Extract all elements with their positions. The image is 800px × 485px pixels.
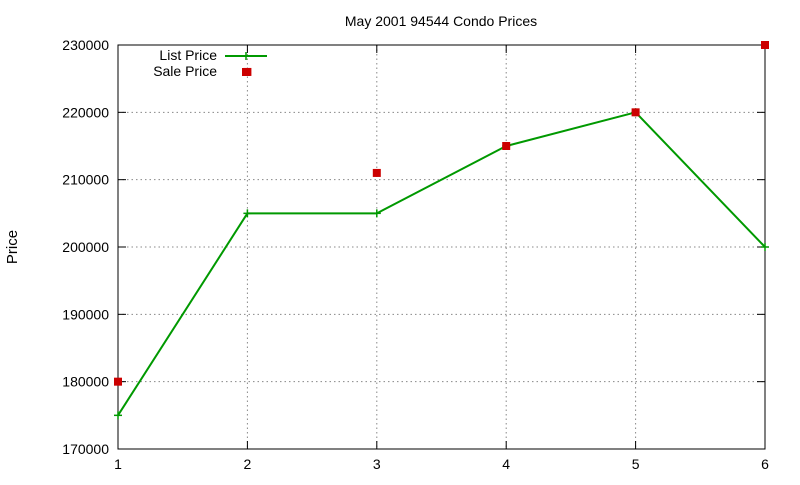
series-line	[117, 111, 766, 416]
x-tick-label: 5	[632, 456, 640, 472]
y-tick-label: 200000	[62, 239, 109, 255]
y-tick-label: 230000	[62, 37, 109, 53]
data-point-square	[114, 377, 122, 386]
chart-title: May 2001 94544 Condo Prices	[345, 13, 537, 29]
y-tick-label: 170000	[62, 441, 109, 457]
legend-marker-list-price	[242, 52, 250, 60]
data-point-square	[502, 142, 511, 150]
legend-marker-sale-price	[242, 68, 250, 76]
y-tick-label: 220000	[62, 104, 109, 120]
y-tick-label: 210000	[62, 172, 109, 188]
x-tick-label: 2	[244, 456, 252, 472]
series-layer	[114, 41, 769, 420]
data-point-cross	[243, 209, 252, 218]
x-tick-label: 3	[373, 456, 381, 472]
tick-marks	[117, 44, 766, 450]
legend-label-list-price: List Price	[159, 47, 217, 63]
data-point-cross	[114, 411, 122, 420]
data-point-cross	[761, 243, 769, 251]
x-tick-label: 1	[114, 456, 122, 472]
y-tick-label: 190000	[62, 306, 109, 322]
legend: List Price Sale Price	[153, 47, 267, 79]
data-point-square	[372, 168, 381, 177]
series-sale-price	[114, 41, 769, 386]
x-tick-label: 6	[761, 456, 769, 472]
y-tick-label: 180000	[62, 374, 109, 390]
x-tick-label: 4	[502, 456, 510, 472]
legend-label-sale-price: Sale Price	[153, 63, 217, 79]
data-point-square	[761, 41, 769, 49]
data-point-cross	[372, 209, 381, 218]
y-tick-labels: 170000 180000 190000 200000 210000 220000 2300…	[62, 37, 109, 457]
data-point-square	[631, 108, 640, 117]
grid-layer	[118, 45, 765, 449]
x-tick-labels: 1 2 3 4 5 6	[114, 456, 769, 472]
y-axis-label: Price	[4, 230, 21, 264]
series-list-price	[114, 108, 769, 420]
